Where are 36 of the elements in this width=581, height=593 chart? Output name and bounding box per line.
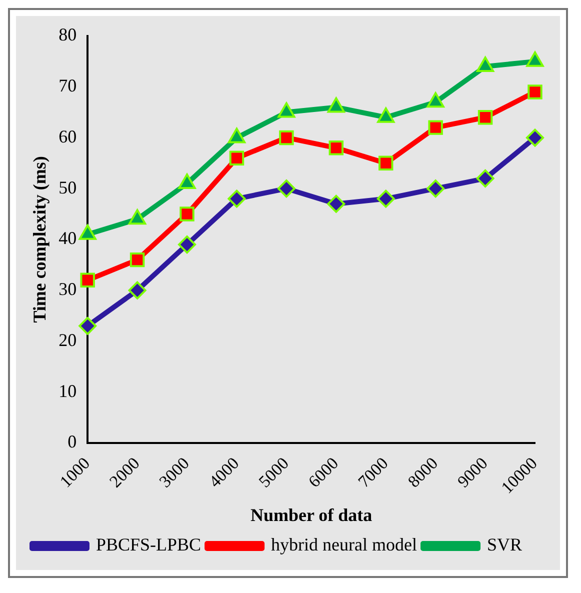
y-tick-label: 60 xyxy=(58,126,77,146)
point xyxy=(128,281,146,300)
y-tick-label: 50 xyxy=(58,177,77,198)
y-tick-label: 40 xyxy=(58,228,77,248)
x-axis-title: Number of data xyxy=(250,504,372,525)
y-axis-title: Time complexity (ms) xyxy=(29,156,50,323)
point xyxy=(78,316,97,335)
legend-label: PBCFS-LPBC xyxy=(96,534,202,555)
point xyxy=(80,272,95,288)
y-tick-label: 70 xyxy=(58,76,77,96)
x-tick-label: 4000 xyxy=(205,454,243,492)
point xyxy=(327,194,346,213)
y-tick-label: 30 xyxy=(58,279,77,300)
point xyxy=(178,236,196,254)
point xyxy=(376,190,395,208)
point xyxy=(328,140,344,156)
point xyxy=(476,169,494,188)
point xyxy=(378,156,394,171)
point xyxy=(277,180,296,198)
x-tick-label: 6000 xyxy=(304,454,342,492)
y-tick-label: 20 xyxy=(58,330,77,350)
point xyxy=(526,128,544,147)
y-tick-label: 80 xyxy=(58,24,77,45)
point xyxy=(279,130,294,146)
legend-label: hybrid neural model xyxy=(271,534,418,555)
point xyxy=(228,190,246,208)
point xyxy=(528,84,542,100)
point xyxy=(478,110,493,125)
point xyxy=(428,120,443,135)
point xyxy=(426,180,445,198)
y-tick-label: 10 xyxy=(58,380,77,401)
point xyxy=(130,252,145,268)
point xyxy=(180,206,194,222)
legend-label: SVR xyxy=(487,534,522,555)
point xyxy=(229,150,244,166)
y-tick-label: 0 xyxy=(68,432,77,452)
